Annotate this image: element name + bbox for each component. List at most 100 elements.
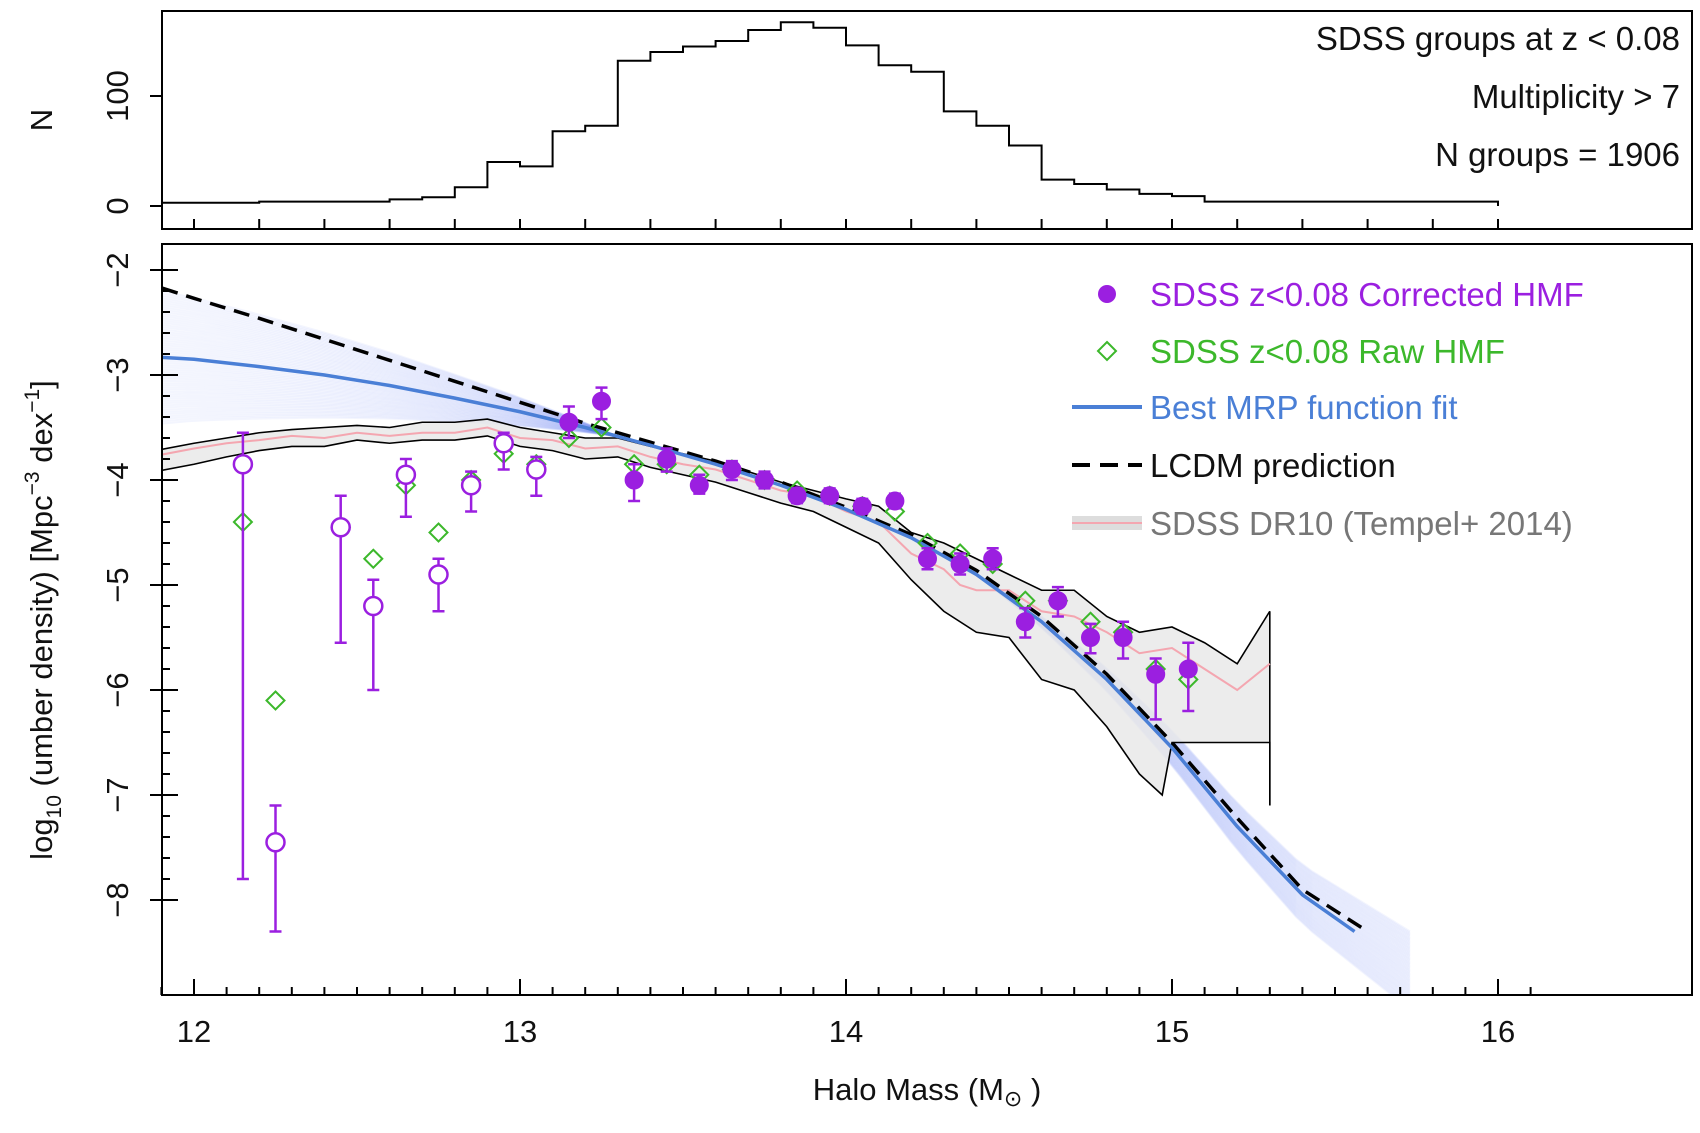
histogram-axis-ticks: 0 100 <box>100 70 1499 229</box>
legend: SDSS z<0.08 Corrected HMF SDSS z<0.08 Ra… <box>1072 276 1584 542</box>
histogram-bin <box>227 203 260 206</box>
histogram-bin <box>1205 202 1238 206</box>
legend-label-corrected: SDSS z<0.08 Corrected HMF <box>1150 276 1584 313</box>
hmf-xlabel: Halo Mass (M⊙ ) <box>813 1072 1042 1111</box>
corrected-point <box>787 486 807 506</box>
corrected-point-open <box>428 564 449 585</box>
histogram-bin <box>1335 202 1368 206</box>
legend-item-corrected: SDSS z<0.08 Corrected HMF <box>1098 276 1584 313</box>
histogram-bin <box>1237 202 1270 206</box>
corrected-point <box>918 549 937 569</box>
corrected-point <box>592 391 611 411</box>
histogram-bin <box>1368 202 1401 206</box>
histogram-bin <box>1107 190 1140 207</box>
hmf-panel: 12 13 14 15 16 −2 −3 −4 −5 −6 −7 −8 log10 (umber de… <box>21 243 1693 1111</box>
histogram-bin <box>976 126 1009 206</box>
histogram-bin <box>324 202 357 206</box>
histogram-bin <box>1302 202 1335 206</box>
raw-point <box>558 427 580 449</box>
raw-point <box>428 522 449 543</box>
corrected-hmf-points <box>232 386 1198 933</box>
legend-label-lcdm: LCDM prediction <box>1150 447 1396 484</box>
corrected-point-open <box>330 517 351 538</box>
histogram-bin <box>748 30 781 206</box>
tempel-band-fill <box>162 419 1270 795</box>
corrected-point <box>1146 664 1166 684</box>
corrected-point-open <box>363 595 384 617</box>
xtick-label: 13 <box>503 1014 537 1049</box>
histogram-bin <box>683 47 716 207</box>
corrected-point <box>1113 628 1133 647</box>
ytick-label: −2 <box>100 252 135 287</box>
histogram-bin <box>1172 196 1205 206</box>
hmf-frame <box>161 243 1693 996</box>
legend-marker-raw <box>1096 340 1118 362</box>
histogram-frame <box>161 10 1693 230</box>
histogram-bin <box>1465 202 1498 206</box>
histogram-bin <box>1009 146 1042 207</box>
corrected-point <box>657 449 677 469</box>
xtick-label: 12 <box>177 1014 211 1049</box>
tempel-lower-line <box>162 435 1271 806</box>
histogram-bin <box>813 28 846 206</box>
mrp-best-fit-line <box>162 355 1356 933</box>
ytick-label: −7 <box>100 777 135 812</box>
histogram-bin <box>846 45 879 206</box>
histogram-bin <box>781 22 814 206</box>
xtick-label: 15 <box>1155 1014 1189 1049</box>
histogram-bin <box>1270 202 1303 206</box>
corrected-point <box>1178 659 1198 679</box>
corrected-point <box>559 412 579 432</box>
raw-point <box>265 690 286 711</box>
histogram-bin <box>194 203 227 206</box>
histogram-bin <box>1433 202 1466 206</box>
histogram-bin <box>585 126 618 206</box>
histogram-bin <box>1042 180 1075 206</box>
legend-item-raw: SDSS z<0.08 Raw HMF <box>1096 333 1505 370</box>
histogram-ylabel: N <box>24 109 59 131</box>
histogram-bars <box>162 21 1499 207</box>
xtick-label: 16 <box>1481 1014 1515 1049</box>
legend-label-mrp: Best MRP function fit <box>1150 389 1458 426</box>
corrected-point <box>983 549 1003 569</box>
corrected-point <box>1081 628 1100 647</box>
corrected-point-open <box>493 433 514 454</box>
histogram-bin <box>650 52 683 206</box>
histogram-bin <box>553 131 586 206</box>
corrected-point-open <box>395 464 417 485</box>
corrected-point <box>1015 612 1035 632</box>
histogram-step-line <box>162 21 1499 206</box>
corrected-point <box>1048 591 1068 611</box>
corrected-point-open <box>232 454 254 475</box>
histogram-bin <box>944 111 977 206</box>
histogram-bin <box>357 202 390 206</box>
histogram-bin <box>455 187 488 206</box>
corrected-point <box>852 496 872 516</box>
annotation-multiplicity: Multiplicity > 7 <box>1472 78 1680 115</box>
legend-marker-corrected <box>1098 285 1116 303</box>
ytick-label: −6 <box>100 672 135 707</box>
corrected-point-open <box>460 475 482 496</box>
histogram-bin <box>879 65 912 206</box>
fit-lines <box>162 286 1369 933</box>
corrected-point <box>689 475 709 495</box>
ytick-label: −8 <box>100 882 135 917</box>
corrected-point <box>722 460 742 479</box>
corrected-point <box>624 470 644 490</box>
raw-point <box>362 548 384 570</box>
histogram-panel: 0 100 N SDSS groups at z < 0.08 Multiplic… <box>24 10 1693 230</box>
legend-item-lcdm: LCDM prediction <box>1072 447 1396 484</box>
annotation-redshift: SDSS groups at z < 0.08 <box>1316 20 1680 57</box>
corrected-point <box>885 491 905 511</box>
tempel-band <box>162 418 1271 806</box>
corrected-point-open <box>265 832 286 853</box>
histogram-bin <box>422 197 455 206</box>
histogram-bin <box>390 199 423 206</box>
histogram-bin <box>259 202 292 206</box>
corrected-point-open <box>526 459 547 480</box>
corrected-point <box>820 486 840 506</box>
histogram-bin <box>487 162 520 206</box>
histogram-bin <box>520 166 553 206</box>
hmf-ylabel: log10 (umber density) [Mpc−3 dex−1] <box>21 380 66 860</box>
histogram-bin <box>911 72 944 206</box>
